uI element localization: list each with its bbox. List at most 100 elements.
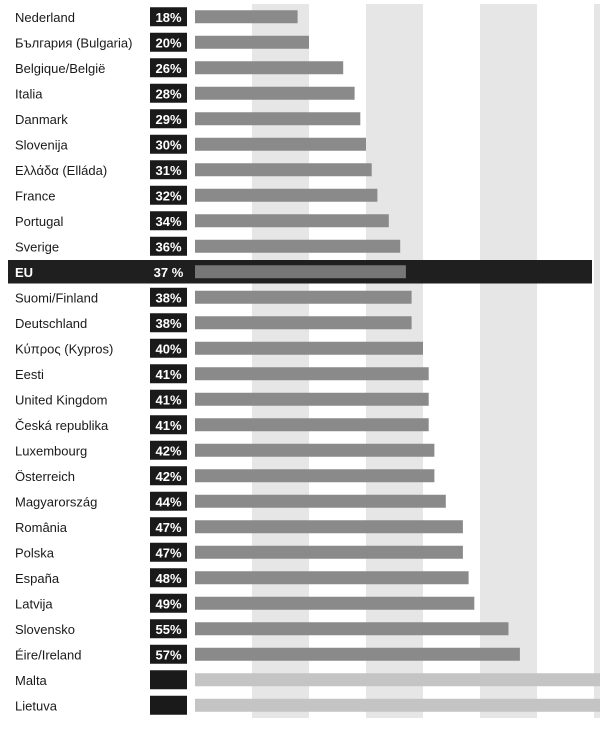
value-label: 32% xyxy=(155,188,181,203)
value-label: 34% xyxy=(155,214,181,229)
chart-row: Portugal 34% xyxy=(15,211,389,231)
chart-row: Česká republika 41% xyxy=(15,415,429,435)
bar xyxy=(195,214,389,228)
category-label: Sverige xyxy=(15,239,59,254)
bar xyxy=(195,494,446,508)
chart-row: Lietuva xyxy=(15,695,600,715)
chart-row: Eesti 41% xyxy=(15,364,429,384)
value-label-box xyxy=(150,287,187,307)
chart-row: Österreich 42% xyxy=(15,466,435,486)
category-label: Österreich xyxy=(15,469,75,484)
chart-row: България (Bulgaria) 20% xyxy=(15,32,309,52)
chart-row: Κύπρος (Kypros) 40% xyxy=(15,338,423,358)
chart-row: Magyarország 44% xyxy=(15,491,446,511)
chart-row: Ελλάδα (Elláda) 31% xyxy=(15,160,372,180)
value-label-box xyxy=(150,644,187,664)
value-label-box xyxy=(150,364,187,384)
bar xyxy=(195,647,520,661)
category-label: Ελλάδα (Elláda) xyxy=(15,163,107,178)
chart-row: România 47% xyxy=(15,517,463,537)
value-label: 55% xyxy=(155,622,181,637)
category-label: Lietuva xyxy=(15,698,58,713)
value-label: 30% xyxy=(155,137,181,152)
bar xyxy=(195,35,309,49)
category-label: Éire/Ireland xyxy=(15,647,81,662)
category-label: România xyxy=(15,520,68,535)
category-label: France xyxy=(15,188,55,203)
chart-row: Malta xyxy=(15,670,600,690)
value-label-box xyxy=(150,185,187,205)
value-label-box xyxy=(150,517,187,537)
category-label: EU xyxy=(15,265,33,280)
category-label: Eesti xyxy=(15,367,44,382)
chart-row: España 48% xyxy=(15,568,469,588)
background-band xyxy=(594,4,600,718)
bar xyxy=(195,137,366,151)
value-label: 48% xyxy=(155,571,181,586)
chart-rows: Nederland 18% България (Bulgaria) 20% Belgiq… xyxy=(8,7,600,715)
bar xyxy=(195,367,429,381)
value-label: 28% xyxy=(155,86,181,101)
value-label: 42% xyxy=(155,469,181,484)
background-band xyxy=(366,4,423,718)
bar xyxy=(195,571,469,585)
value-label: 40% xyxy=(155,341,181,356)
background-band xyxy=(480,4,537,718)
chart-row: Suomi/Finland 38% xyxy=(15,287,412,307)
value-label-box xyxy=(150,619,187,639)
bar xyxy=(195,443,435,457)
value-label-box xyxy=(150,593,187,613)
chart-row: United Kingdom 41% xyxy=(15,389,429,409)
value-label: 49% xyxy=(155,596,181,611)
category-label: Portugal xyxy=(15,214,64,229)
value-label: 20% xyxy=(155,35,181,50)
value-label: 18% xyxy=(155,10,181,25)
value-label-box xyxy=(150,440,187,460)
value-label-box xyxy=(150,389,187,409)
value-label-box xyxy=(150,58,187,78)
bar xyxy=(195,392,429,406)
chart-row: Latvija 49% xyxy=(15,593,475,613)
bar xyxy=(195,596,475,610)
value-label: 47% xyxy=(155,520,181,535)
category-label: Nederland xyxy=(15,10,75,25)
chart-row: Slovenija 30% xyxy=(15,134,366,154)
category-label: Latvija xyxy=(15,596,53,611)
value-label: 41% xyxy=(155,367,181,382)
bar xyxy=(195,61,344,75)
value-label: 36% xyxy=(155,239,181,254)
value-label-box xyxy=(150,160,187,180)
value-label: 44% xyxy=(155,494,181,509)
value-label: 42% xyxy=(155,443,181,458)
bar xyxy=(195,86,355,100)
value-label-box xyxy=(150,83,187,103)
bar xyxy=(195,418,429,432)
chart-row: Slovensko 55% xyxy=(15,619,509,639)
category-label: Česká republika xyxy=(15,418,109,433)
category-label: Polska xyxy=(15,545,55,560)
chart-row: Nederland 18% xyxy=(15,7,298,27)
value-label: 37 % xyxy=(154,265,184,280)
value-label-box xyxy=(150,415,187,435)
value-label-box xyxy=(150,338,187,358)
category-label: Slovenija xyxy=(15,137,69,152)
chart-row: Luxembourg 42% xyxy=(15,440,435,460)
category-label: Italia xyxy=(15,86,43,101)
value-label: 47% xyxy=(155,545,181,560)
value-label: 41% xyxy=(155,392,181,407)
value-label: 38% xyxy=(155,290,181,305)
category-label: Luxembourg xyxy=(15,443,87,458)
value-label-box xyxy=(150,236,187,256)
bar xyxy=(195,622,509,636)
value-label-box xyxy=(150,134,187,154)
value-label-box xyxy=(150,466,187,486)
chart-row: France 32% xyxy=(15,185,378,205)
chart-row: Sverige 36% xyxy=(15,236,401,256)
value-label-box xyxy=(150,109,187,129)
value-label: 41% xyxy=(155,418,181,433)
value-label: 31% xyxy=(155,163,181,178)
value-label-box xyxy=(150,211,187,231)
category-label: Magyarország xyxy=(15,494,97,509)
bar xyxy=(195,290,412,304)
